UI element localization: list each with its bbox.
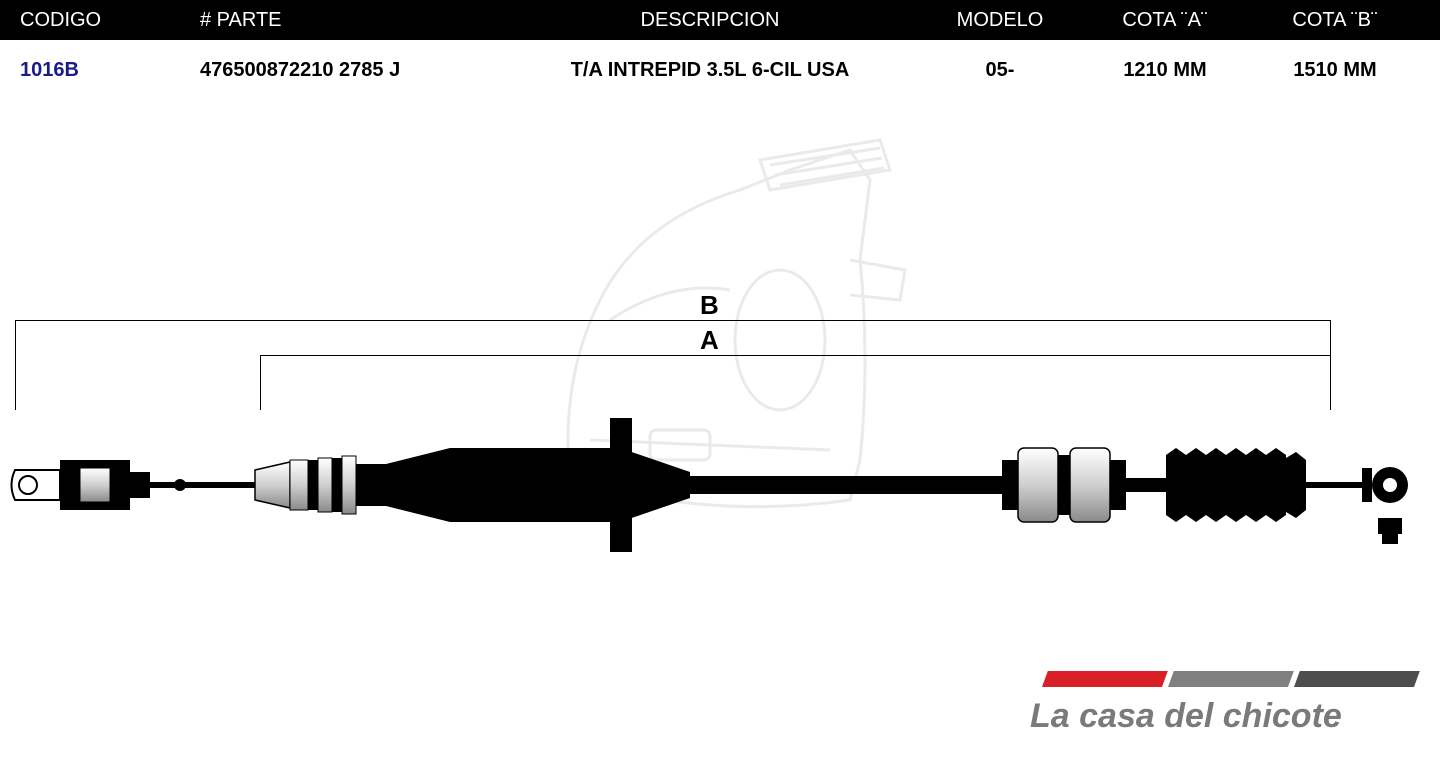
cell-codigo: 1016B (0, 59, 150, 82)
brand-text: La casa del chicote (1030, 697, 1342, 736)
cell-modelo: 05‑ (920, 59, 1080, 82)
header-cota-b: COTA ¨B¨ (1250, 9, 1420, 32)
brand-logo: La casa del chicote (1000, 665, 1420, 745)
header-codigo: CODIGO (0, 9, 150, 32)
table-row: 1016B 476500872210 2785 J T/A INTREPID 3… (0, 40, 1440, 90)
header-descripcion: DESCRIPCION (500, 9, 920, 32)
header-modelo: MODELO (920, 9, 1080, 32)
rod-end (1306, 482, 1366, 488)
dimension-b-label: B (700, 290, 719, 321)
header-parte: # PARTE (150, 9, 500, 32)
left-eyelet (12, 460, 151, 510)
right-bushing (1002, 448, 1126, 522)
cable-segment-2 (1126, 478, 1166, 492)
cell-cota-a: 1210 MM (1080, 59, 1250, 82)
cell-descripcion: T/A INTREPID 3.5L 6‑CIL USA (500, 59, 920, 82)
cable-part-drawing (10, 400, 1430, 570)
dimension-a-label: A (700, 325, 719, 356)
adjuster-ferrule (255, 456, 386, 514)
wire-segment-1 (150, 482, 255, 488)
dimension-b-tick-right (1330, 320, 1331, 410)
dimension-b-tick-left (15, 320, 16, 410)
header-cota-a: COTA ¨A¨ (1080, 9, 1250, 32)
cell-cota-b: 1510 MM (1250, 59, 1420, 82)
cable-conduit (632, 476, 1002, 494)
dimension-b-line (15, 320, 1330, 321)
rubber-boot (1166, 448, 1306, 522)
dimension-a-line (260, 355, 1330, 356)
diagram-area: B A (0, 120, 1440, 670)
cell-parte: 476500872210 2785 J (150, 59, 500, 82)
end-ball-joint (1362, 467, 1408, 544)
table-header: CODIGO # PARTE DESCRIPCION MODELO COTA ¨… (0, 0, 1440, 40)
